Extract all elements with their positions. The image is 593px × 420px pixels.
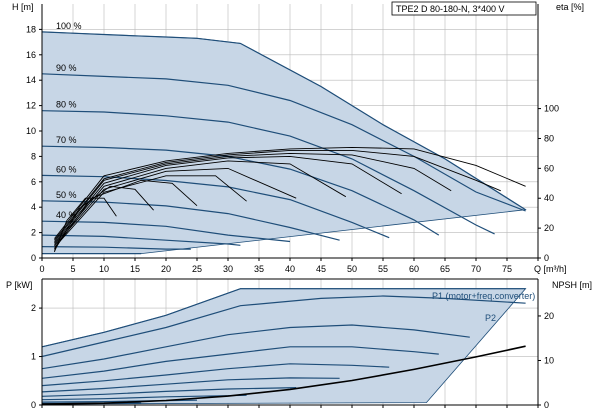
speed-curve-label: 90 % xyxy=(56,63,77,73)
top-left-tick-label: 2 xyxy=(31,228,36,238)
speed-curve-label: 80 % xyxy=(56,100,77,110)
top-right-axis-label: eta [%] xyxy=(556,2,584,12)
bottom-right-axis-label: NPSH [m] xyxy=(552,280,592,290)
top-left-tick-label: 4 xyxy=(31,202,36,212)
bottom-left-tick-label: 2 xyxy=(31,303,36,313)
top-operating-band xyxy=(42,32,526,254)
top-right-tick-label: 20 xyxy=(544,223,554,233)
top-left-tick-label: 8 xyxy=(31,151,36,161)
bottom-right-tick-label: 10 xyxy=(544,355,554,365)
x-tick-label: 55 xyxy=(378,264,388,274)
top-right-tick-label: 100 xyxy=(544,104,559,114)
x-tick-label: 70 xyxy=(471,264,481,274)
x-tick-label: 5 xyxy=(70,264,75,274)
bottom-operating-band xyxy=(42,289,526,404)
x-tick-label: 65 xyxy=(440,264,450,274)
top-left-tick-label: 18 xyxy=(26,24,36,34)
x-tick-label: 25 xyxy=(192,264,202,274)
speed-curve-label: 70 % xyxy=(56,135,77,145)
x-tick-label: 45 xyxy=(316,264,326,274)
top-left-tick-label: 14 xyxy=(26,75,36,85)
x-tick-label: 35 xyxy=(254,264,264,274)
top-left-tick-label: 0 xyxy=(31,253,36,263)
bottom-right-tick-label: 0 xyxy=(544,400,549,410)
top-right-tick-label: 60 xyxy=(544,163,554,173)
x-tick-label: Q [m³/h] xyxy=(534,264,567,274)
top-right-tick-label: 0 xyxy=(544,253,549,263)
top-left-axis-label: H [m] xyxy=(12,2,34,12)
x-tick-label: 75 xyxy=(502,264,512,274)
x-tick-label: 40 xyxy=(285,264,295,274)
x-tick-label: 20 xyxy=(161,264,171,274)
speed-curve-label: 50 % xyxy=(56,190,77,200)
bottom-left-tick-label: 1 xyxy=(31,352,36,362)
speed-curve-label: 100 % xyxy=(56,21,82,31)
x-tick-label: 50 xyxy=(347,264,357,274)
x-tick-label: 60 xyxy=(409,264,419,274)
top-chart-operating-area xyxy=(42,32,526,254)
bottom-chart-operating-area xyxy=(42,289,526,404)
top-right-tick-label: 40 xyxy=(544,193,554,203)
legend-p1: P1 (motor+freq.converter) xyxy=(432,291,535,301)
top-left-tick-label: 12 xyxy=(26,101,36,111)
bottom-right-tick-label: 20 xyxy=(544,311,554,321)
top-left-tick-label: 6 xyxy=(31,177,36,187)
top-left-tick-label: 16 xyxy=(26,50,36,60)
bottom-left-tick-label: 0 xyxy=(31,400,36,410)
top-right-tick-label: 80 xyxy=(544,133,554,143)
chart-title: TPE2 D 80-180-N, 3*400 V xyxy=(396,4,505,14)
x-tick-label: 15 xyxy=(130,264,140,274)
legend-p2: P2 xyxy=(485,313,496,323)
x-tick-label: 0 xyxy=(39,264,44,274)
x-tick-label: 10 xyxy=(99,264,109,274)
top-left-tick-label: 10 xyxy=(26,126,36,136)
x-tick-label: 30 xyxy=(223,264,233,274)
speed-curve-label: 60 % xyxy=(56,164,77,174)
bottom-left-axis-label: P [kW] xyxy=(6,280,32,290)
